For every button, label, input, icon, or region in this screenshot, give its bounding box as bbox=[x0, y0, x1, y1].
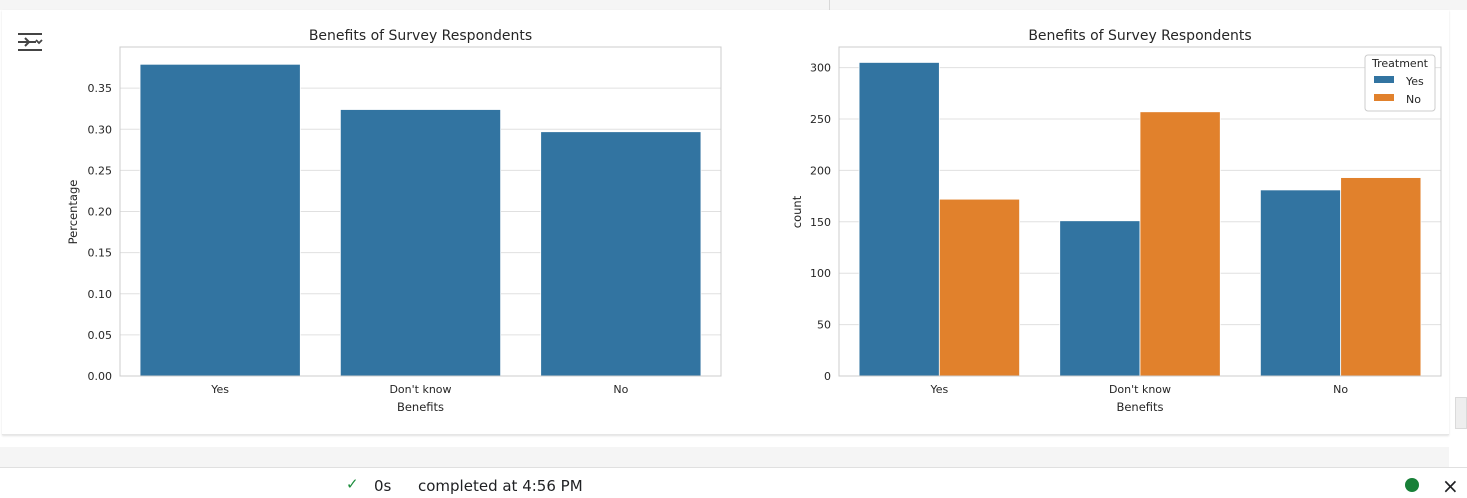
bar bbox=[540, 131, 702, 377]
bar bbox=[858, 62, 940, 377]
execution-duration: 0s bbox=[374, 477, 392, 495]
y-tick-label: 0.15 bbox=[88, 247, 113, 260]
plot-frame bbox=[838, 46, 1442, 377]
legend: Treatment Yes No bbox=[1364, 54, 1436, 112]
y-axis-label: count bbox=[790, 195, 804, 228]
percentage-bar-chart: 0.00 0.05 0.10 0.15 0.20 0.25 0.30 0.35 Yes Don'… bbox=[66, 28, 722, 414]
x-tick-label: Don't know bbox=[1109, 383, 1171, 396]
check-icon: ✓ bbox=[346, 475, 359, 493]
scrollbar-thumb[interactable] bbox=[1455, 397, 1467, 429]
output-options-icon[interactable] bbox=[16, 30, 44, 54]
plot-frame bbox=[119, 46, 722, 377]
y-tick-label: 0.20 bbox=[88, 206, 113, 219]
x-axis-label: Benefits bbox=[1116, 400, 1163, 414]
x-tick-label: No bbox=[613, 383, 628, 396]
bar bbox=[139, 63, 301, 377]
y-tick-label: 100 bbox=[810, 267, 831, 280]
y-tick-label: 250 bbox=[810, 113, 831, 126]
legend-label: No bbox=[1406, 93, 1421, 106]
runtime-status-dot bbox=[1405, 478, 1419, 492]
y-tick-label: 50 bbox=[817, 319, 831, 332]
x-tick-label: Yes bbox=[210, 383, 229, 396]
bar bbox=[1340, 177, 1422, 377]
x-tick-label: No bbox=[1333, 383, 1348, 396]
y-tick-label: 300 bbox=[810, 62, 831, 75]
treatment-count-bar-chart: 0 50 100 150 200 250 300 Yes Don't know No Benef… bbox=[790, 28, 1442, 414]
bar bbox=[1059, 220, 1141, 377]
bar bbox=[1260, 189, 1342, 377]
y-tick-label: 0.30 bbox=[88, 123, 113, 136]
bar bbox=[938, 198, 1020, 377]
y-tick-label: 0.35 bbox=[88, 82, 113, 95]
x-tick-label: Yes bbox=[929, 383, 948, 396]
legend-title: Treatment bbox=[1371, 57, 1429, 70]
x-axis-label: Benefits bbox=[397, 400, 444, 414]
completion-message: completed at 4:56 PM bbox=[418, 477, 583, 495]
cell-output-area: 0.00 0.05 0.10 0.15 0.20 0.25 0.30 0.35 Yes Don'… bbox=[2, 10, 1449, 435]
y-tick-label: 0.00 bbox=[88, 370, 113, 383]
previous-cell-strip bbox=[0, 0, 1467, 10]
bar bbox=[1139, 111, 1221, 377]
y-tick-label: 0.25 bbox=[88, 164, 113, 177]
legend-swatch bbox=[1374, 94, 1394, 101]
chart-title: Benefits of Survey Respondents bbox=[309, 28, 532, 44]
next-cell-strip bbox=[0, 447, 1449, 467]
close-icon[interactable]: × bbox=[1442, 474, 1459, 498]
column-divider bbox=[829, 0, 830, 10]
y-tick-label: 0 bbox=[824, 370, 831, 383]
y-tick-label: 0.10 bbox=[88, 288, 113, 301]
y-axis-label: Percentage bbox=[66, 180, 80, 245]
y-tick-label: 150 bbox=[810, 216, 831, 229]
legend-label: Yes bbox=[1405, 75, 1424, 88]
status-bar: ✓ 0s completed at 4:56 PM × bbox=[0, 467, 1467, 498]
bar bbox=[339, 109, 502, 377]
chart-title: Benefits of Survey Respondents bbox=[1028, 28, 1251, 44]
y-tick-label: 200 bbox=[810, 164, 831, 177]
y-tick-label: 0.05 bbox=[88, 329, 113, 342]
x-tick-label: Don't know bbox=[389, 383, 451, 396]
legend-swatch bbox=[1374, 76, 1394, 83]
